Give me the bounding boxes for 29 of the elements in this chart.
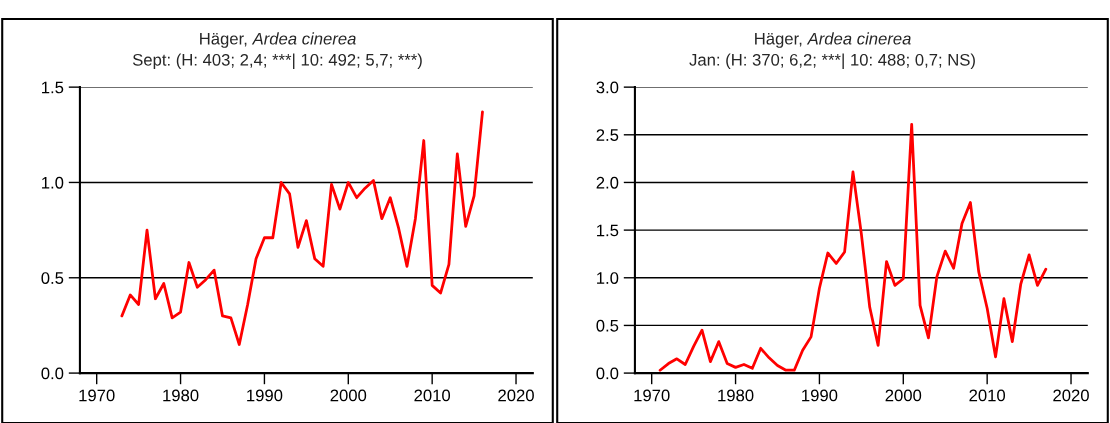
x-tick-label: 2020	[1053, 389, 1089, 402]
line-series	[120, 110, 484, 346]
x-tick-label: 2010	[414, 389, 451, 402]
y-tick-label: 3.0	[596, 81, 619, 94]
chart-title: Häger, Ardea cinerea	[200, 32, 356, 48]
chart-subtitle: Jan: (H: 370; 6,2; ***| 10: 488; 0,7; NS)	[689, 53, 975, 70]
x-tick-label: 2010	[969, 389, 1006, 402]
y-tick-label: 1.0	[597, 272, 619, 284]
x-tick-label: 2000	[885, 389, 922, 402]
x-tick-label: 1970	[79, 389, 115, 402]
y-tick-label: 0.5	[596, 319, 619, 332]
x-tick-label: 2000	[330, 389, 367, 402]
y-tick-label: 0.5	[41, 272, 64, 284]
x-tick-label: 1990	[247, 389, 283, 402]
x-tick-label: 1980	[718, 389, 754, 402]
line-series	[658, 122, 1048, 372]
y-tick-label: 1.5	[42, 81, 64, 94]
chart-title: Häger, Ardea cinerea	[755, 32, 911, 48]
x-tick-label: 1980	[163, 389, 199, 402]
y-tick-label: 2.0	[596, 176, 619, 189]
y-tick-label: 2.5	[596, 129, 619, 141]
y-tick-label: 1.5	[597, 224, 619, 237]
y-tick-label: 1.0	[42, 176, 64, 189]
x-tick-label: 1990	[802, 389, 838, 402]
x-tick-label: 2020	[498, 389, 534, 402]
y-tick-label: 0.0	[41, 367, 64, 380]
y-tick-label: 0.0	[596, 367, 619, 380]
chart-subtitle: Sept: (H: 403; 2,4; ***| 10: 492; 5,7; ***)	[132, 53, 422, 70]
x-tick-label: 1970	[634, 389, 670, 402]
